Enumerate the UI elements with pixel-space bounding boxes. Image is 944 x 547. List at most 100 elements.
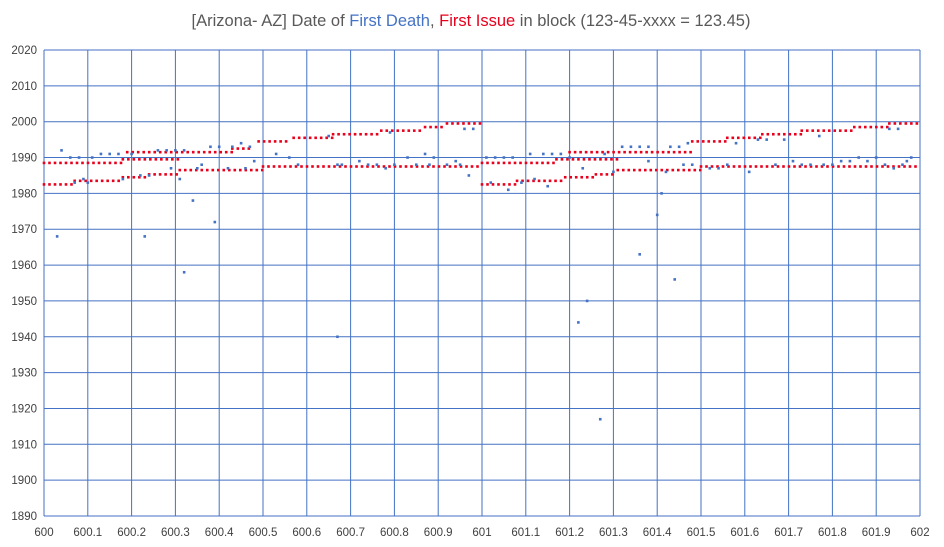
first-issue-point <box>97 161 101 165</box>
first-issue-point <box>399 165 402 168</box>
first-death-point <box>147 174 151 177</box>
first-issue-point <box>261 165 265 168</box>
first-issue-point <box>316 165 320 168</box>
x-tick-label: 600.4 <box>205 527 234 539</box>
first-issue-point <box>616 168 620 172</box>
first-issue-point <box>355 165 358 168</box>
first-death-point <box>178 177 182 181</box>
first-issue-point <box>480 183 484 186</box>
first-issue-point <box>284 140 288 143</box>
first-issue-point <box>605 173 609 176</box>
first-death-point <box>287 156 291 159</box>
first-issue-point <box>566 158 569 161</box>
first-death-point <box>568 156 571 159</box>
first-issue-point <box>811 129 815 132</box>
first-issue-point <box>837 165 840 168</box>
first-issue-point <box>842 165 846 168</box>
first-issue-point <box>716 165 719 168</box>
first-issue-point <box>798 165 802 168</box>
x-tick-label: 600.5 <box>249 527 278 539</box>
first-death-point <box>528 152 532 156</box>
first-issue-point <box>319 136 323 140</box>
first-death-point <box>546 184 549 188</box>
first-issue-point <box>292 136 295 140</box>
x-tick-label: 601.5 <box>687 527 716 539</box>
first-issue-point <box>904 122 908 125</box>
first-issue-point <box>283 165 287 168</box>
first-issue-point <box>125 150 129 154</box>
first-death-point <box>200 163 203 167</box>
first-death-point <box>336 335 339 339</box>
first-issue-point <box>459 165 463 168</box>
first-issue-point <box>42 161 46 165</box>
first-death-point <box>774 163 777 167</box>
first-issue-point <box>211 168 215 172</box>
first-issue-point <box>169 173 173 176</box>
first-issue-point <box>822 129 826 132</box>
y-tick-label: 1930 <box>11 368 37 380</box>
first-issue-point <box>191 150 195 154</box>
first-death-point <box>108 152 111 156</box>
first-death-point <box>734 141 738 145</box>
first-issue-point <box>108 161 112 165</box>
first-issue-point <box>257 140 260 143</box>
first-death-point <box>686 141 690 145</box>
first-issue-point <box>119 161 123 165</box>
y-tick-label: 1940 <box>11 332 37 344</box>
first-death-point <box>327 134 330 138</box>
first-death-point <box>296 163 300 167</box>
first-death-point <box>217 145 221 149</box>
first-death-point <box>231 145 234 149</box>
first-issue-point <box>371 165 375 168</box>
first-death-point <box>248 145 252 149</box>
first-issue-point <box>164 173 167 176</box>
first-issue-point <box>486 183 489 186</box>
first-issue-point <box>604 158 608 161</box>
first-death-point <box>603 152 606 156</box>
first-death-point <box>883 163 887 167</box>
first-issue-point <box>530 161 533 165</box>
first-death-point <box>791 159 795 163</box>
first-death-point <box>454 159 458 163</box>
first-issue-point <box>766 132 770 136</box>
first-issue-point <box>910 122 913 125</box>
y-tick-label: 1910 <box>11 439 37 451</box>
first-issue-point <box>765 165 769 168</box>
first-issue-point <box>349 165 353 168</box>
first-issue-point <box>800 129 804 132</box>
x-tick-label: 600.1 <box>73 527 102 539</box>
first-issue-point <box>64 161 68 165</box>
first-issue-point <box>594 173 598 176</box>
first-issue-point <box>337 132 340 136</box>
first-death-point <box>489 181 493 184</box>
first-issue-point <box>783 132 786 136</box>
first-issue-point <box>849 129 853 132</box>
first-issue-point <box>186 150 190 154</box>
first-death-point <box>682 163 685 167</box>
first-issue-point <box>175 173 178 176</box>
first-death-point <box>550 152 554 156</box>
y-tick-label: 1900 <box>11 475 37 487</box>
first-issue-point <box>178 168 182 172</box>
first-issue-point <box>200 168 204 172</box>
first-issue-point <box>574 175 578 179</box>
first-issue-point <box>497 161 500 165</box>
first-issue-point <box>48 161 51 165</box>
first-issue-point <box>64 183 68 186</box>
first-death-point <box>800 163 804 167</box>
first-issue-point <box>202 150 206 154</box>
first-issue-point <box>508 183 511 186</box>
first-issue-point <box>627 168 631 172</box>
first-issue-point <box>462 122 465 125</box>
first-death-point <box>121 177 125 181</box>
first-death-point <box>336 163 339 167</box>
first-issue-point <box>541 161 544 165</box>
x-tick-label: 601.3 <box>599 527 628 539</box>
first-issue-point <box>136 150 140 154</box>
first-death-point <box>86 181 90 184</box>
first-death-point <box>239 141 243 145</box>
first-issue-point <box>348 132 351 136</box>
first-issue-point <box>914 165 917 168</box>
first-death-point <box>533 177 536 181</box>
